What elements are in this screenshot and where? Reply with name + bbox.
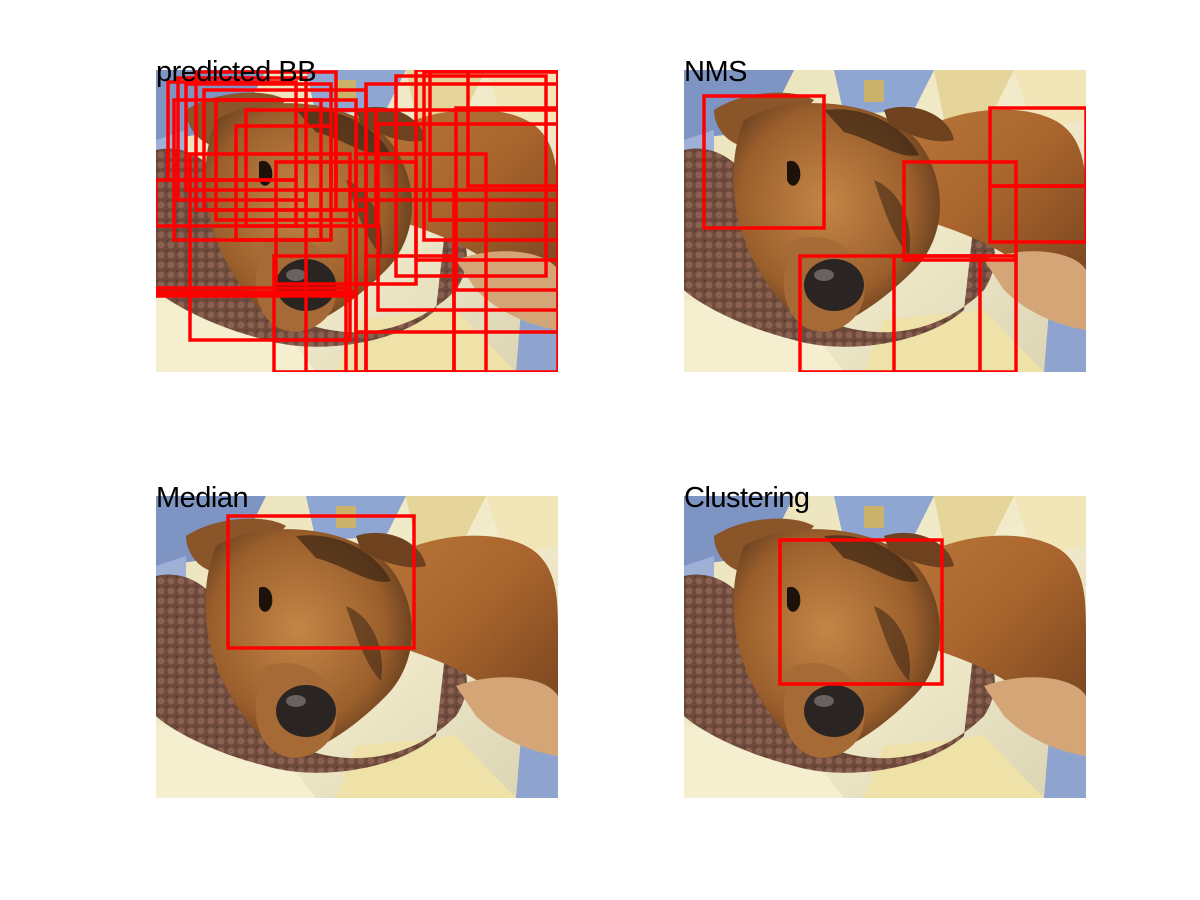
bounding-box <box>334 108 558 192</box>
dog-photo <box>684 496 1086 798</box>
bounding-box <box>394 74 548 278</box>
panel-title: NMS <box>684 56 747 88</box>
panel-title: Clustering <box>684 482 810 514</box>
bounding-box <box>364 254 456 372</box>
bounding-box <box>274 160 418 286</box>
bounding-box <box>466 70 558 188</box>
bounding-box <box>156 178 298 228</box>
bounding-box <box>172 98 323 242</box>
bounding-box <box>428 70 558 222</box>
bounding-box <box>156 290 358 298</box>
bounding-box <box>988 106 1086 188</box>
bounding-box <box>304 188 456 372</box>
bounding-box <box>202 88 368 212</box>
bounding-box <box>176 76 308 202</box>
bounding-box <box>778 538 944 686</box>
bounding-box <box>244 108 378 228</box>
bounding-box <box>364 82 558 372</box>
bounding-box <box>272 254 348 372</box>
panel-median: Median <box>156 482 558 798</box>
bounding-box <box>988 184 1086 244</box>
panel-title: Median <box>156 482 249 514</box>
bounding-box <box>798 254 982 372</box>
bounding-box-layer <box>156 70 558 372</box>
bounding-box-layer <box>226 514 416 650</box>
panel-title: predicted BB <box>156 56 317 88</box>
panel-nms: NMS <box>684 56 1086 372</box>
panel-predicted-bb: predicted BB <box>156 56 558 372</box>
panel-clustering: Clustering <box>684 482 1086 798</box>
bounding-box <box>188 152 352 342</box>
bounding-box <box>454 106 558 292</box>
bounding-box <box>234 124 333 242</box>
bounding-box <box>902 160 1018 262</box>
bounding-box <box>156 286 348 296</box>
bounding-box <box>226 514 416 650</box>
dog-photo <box>684 70 1086 372</box>
bounding-box <box>702 94 826 230</box>
bounding-box <box>422 70 558 242</box>
bounding-box-layer <box>778 538 944 686</box>
bounding-box <box>892 254 1018 372</box>
bounding-box-layer <box>702 94 1086 372</box>
